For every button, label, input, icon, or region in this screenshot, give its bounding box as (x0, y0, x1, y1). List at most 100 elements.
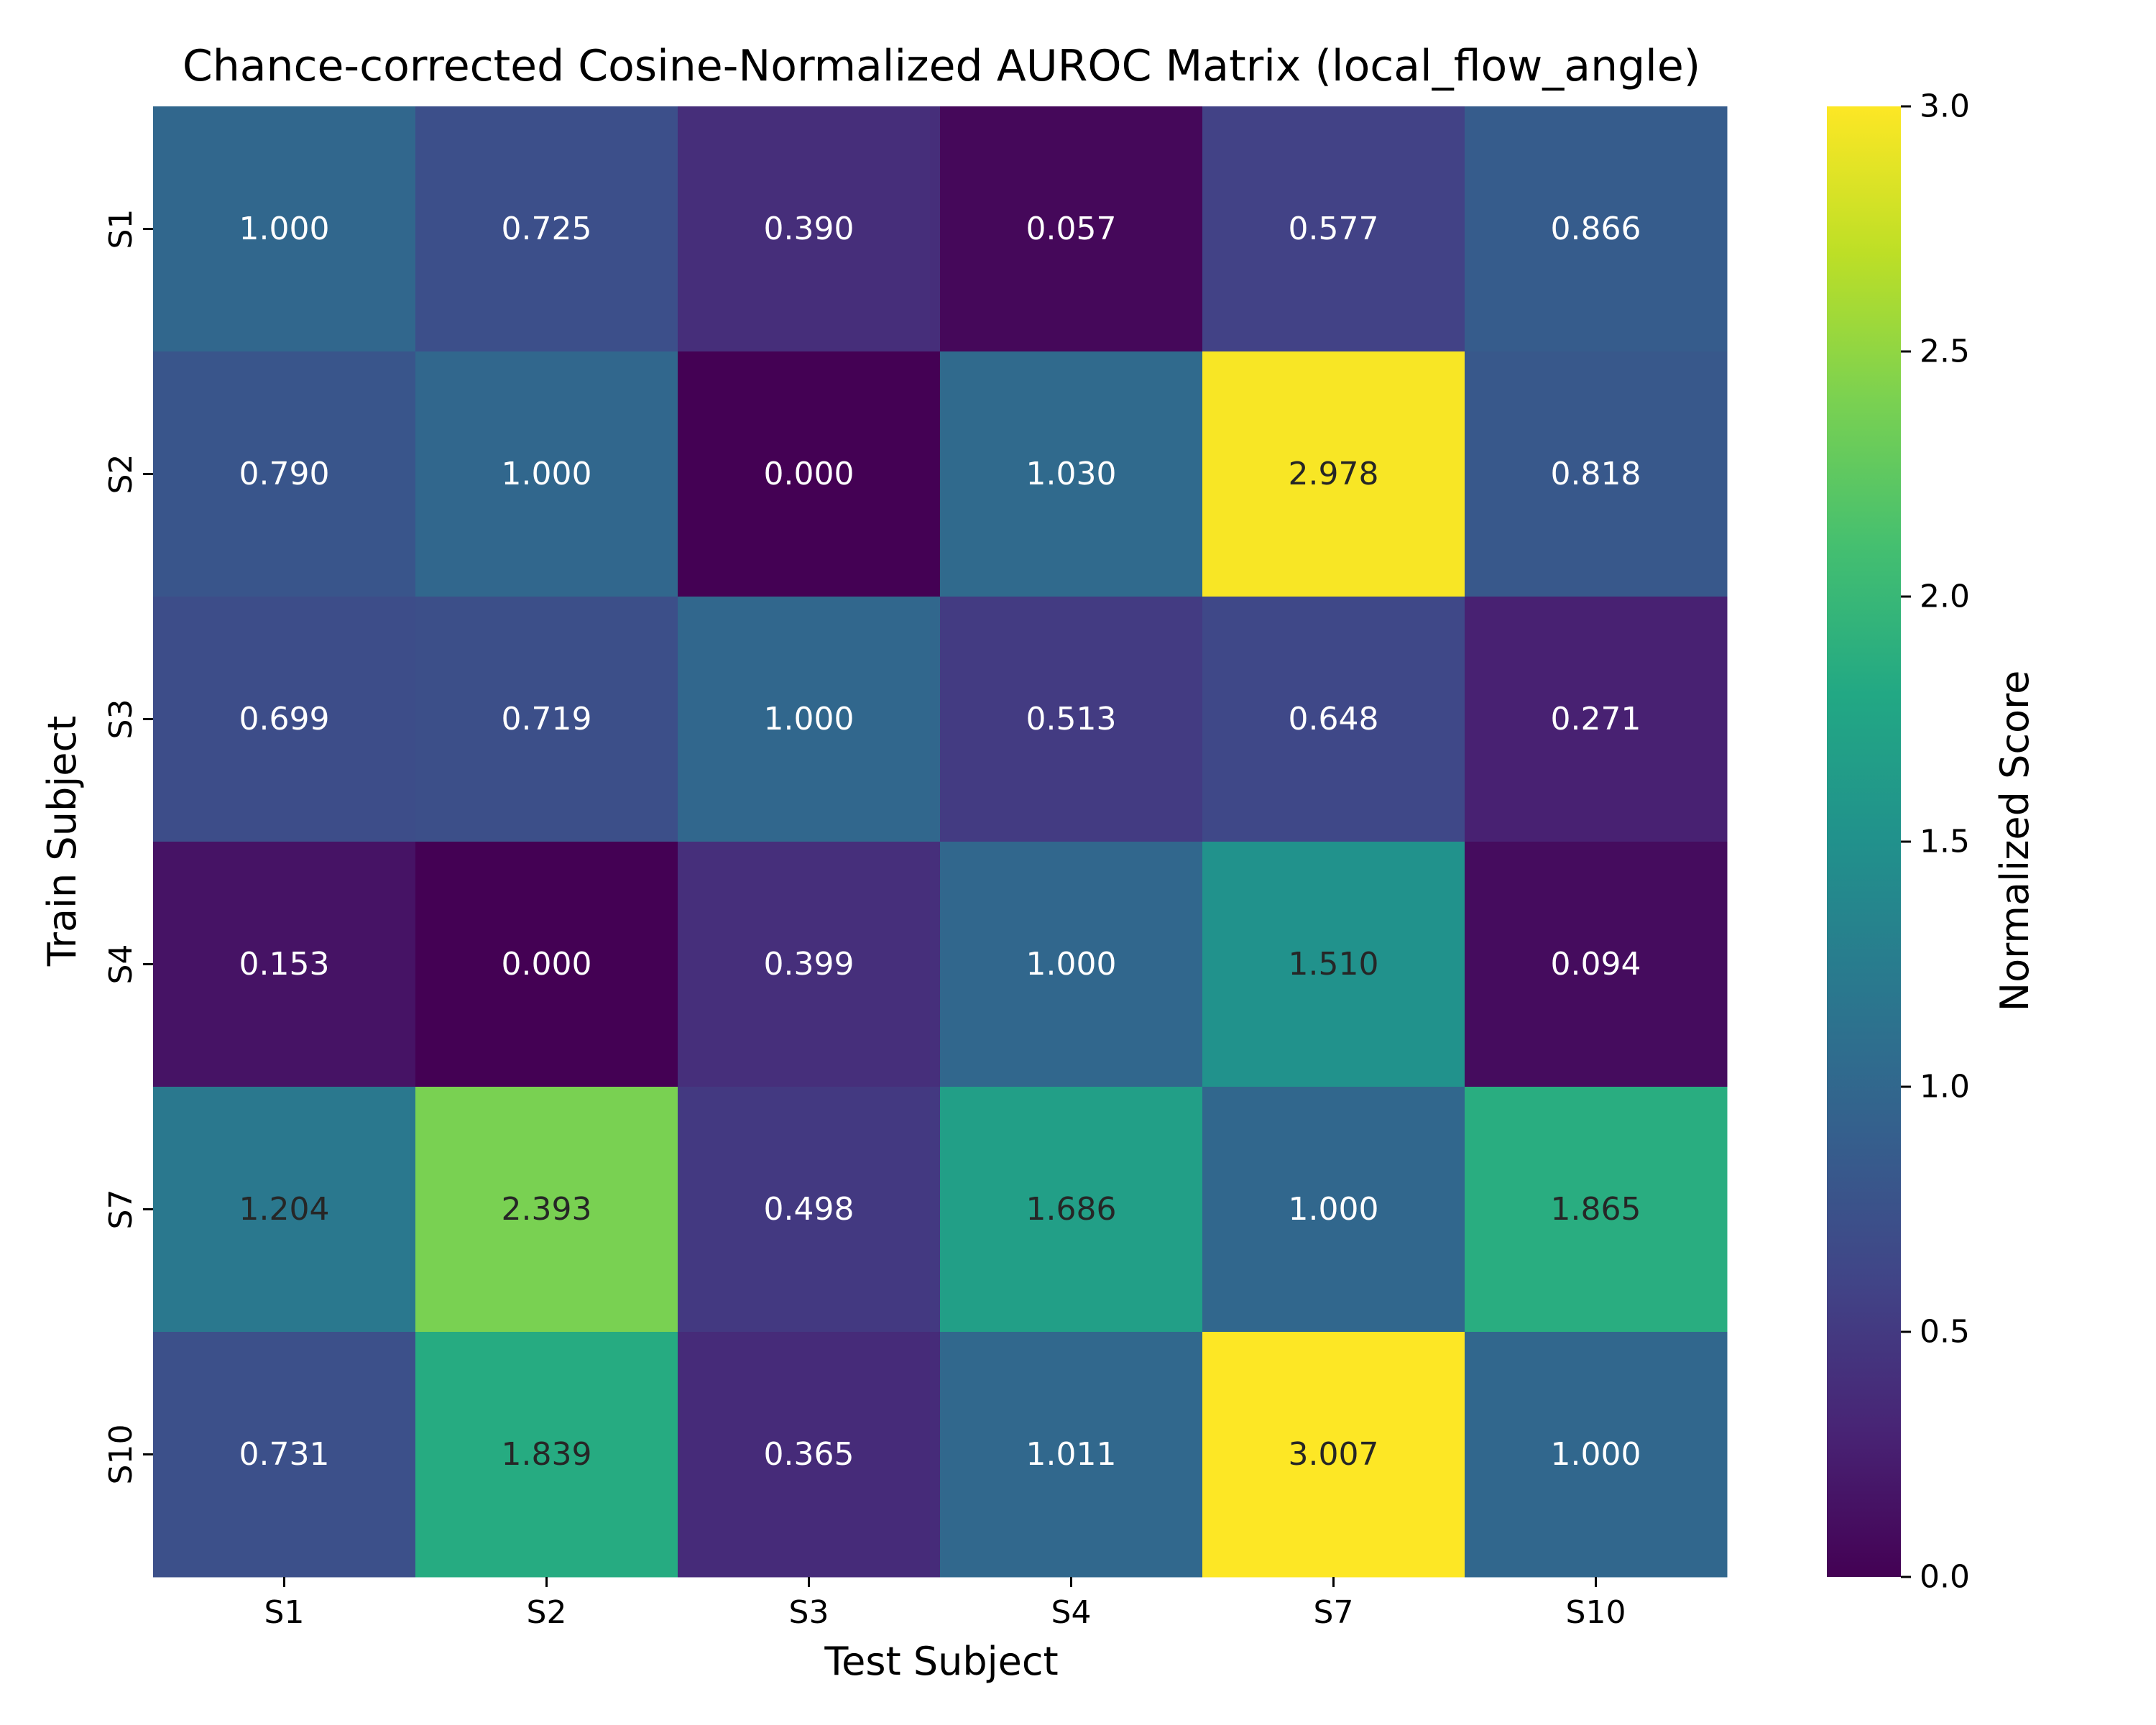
x-tick-label: S10 (1566, 1594, 1626, 1631)
cell-value-label: 1.510 (1289, 946, 1379, 983)
cell-value-label: 0.648 (1289, 701, 1379, 737)
cell-value-label: 0.699 (239, 701, 330, 737)
heatmap-cell (1202, 842, 1465, 1087)
heatmap-cell (1465, 106, 1728, 352)
heatmap-cell (153, 1087, 416, 1333)
cell-value-label: 0.271 (1551, 701, 1641, 737)
heatmap-cells: 1.000 0.725 0.390 0.057 0.577 0.866 0.790 1.000… (153, 106, 1728, 1578)
cell-value-label: 0.577 (1289, 211, 1379, 247)
colorbar-tick-label: 2.5 (1920, 334, 1970, 370)
y-tick-label: S7 (103, 1190, 139, 1230)
heatmap-cell (940, 106, 1203, 352)
colorbar-tick-label: 0.5 (1920, 1314, 1970, 1351)
heatmap-cell (940, 1087, 1203, 1333)
cell-value-label: 0.731 (239, 1436, 330, 1473)
cell-value-label: 0.153 (239, 946, 330, 983)
heatmap-cell (153, 597, 416, 842)
heatmap-cell (415, 106, 678, 352)
cell-value-label: 1.839 (502, 1436, 592, 1473)
heatmap-cell (1465, 1332, 1728, 1578)
cell-value-label: 0.719 (502, 701, 592, 737)
heatmap-cell (678, 106, 941, 352)
heatmap-cell (415, 1332, 678, 1578)
cell-value-label: 0.365 (764, 1436, 854, 1473)
cell-value-label: 1.686 (1026, 1191, 1117, 1228)
cell-value-label: 0.513 (1026, 701, 1117, 737)
heatmap-cell (415, 597, 678, 842)
cell-value-label: 0.000 (502, 946, 592, 983)
cell-value-label: 1.030 (1026, 456, 1117, 492)
cell-value-label: 1.204 (239, 1191, 330, 1228)
cell-value-label: 2.393 (502, 1191, 592, 1228)
cell-value-label: 0.725 (502, 211, 592, 247)
colorbar: 0.0 0.5 1.0 1.5 2.0 2.5 3.0 (1827, 88, 1970, 1596)
cell-value-label: 1.000 (1289, 1191, 1379, 1228)
heatmap-cell (153, 106, 416, 352)
colorbar-tick-label: 2.0 (1920, 579, 1970, 615)
cell-value-label: 1.000 (764, 701, 854, 737)
cell-value-label: 0.390 (764, 211, 854, 247)
y-tick-label: S10 (103, 1425, 139, 1485)
y-axis-label: Train Subject (40, 716, 85, 967)
cell-value-label: 1.865 (1551, 1191, 1641, 1228)
heatmap-cell (1202, 106, 1465, 352)
x-tick-label: S2 (527, 1594, 567, 1631)
heatmap-cell (940, 351, 1203, 597)
cell-value-label: 1.000 (239, 211, 330, 247)
heatmap-cell (415, 842, 678, 1087)
heatmap-cell (415, 1087, 678, 1333)
colorbar-tick-label: 0.0 (1920, 1559, 1970, 1596)
chart-title: Chance-corrected Cosine-Normalized AUROC… (183, 41, 1700, 91)
x-axis: S1 S2 S3 S4 S7 S10 (264, 1577, 1626, 1631)
x-axis-label: Test Subject (824, 1639, 1058, 1684)
heatmap-cell (1465, 351, 1728, 597)
y-tick-label: S4 (103, 944, 139, 985)
cell-value-label: 2.978 (1289, 456, 1379, 492)
cell-value-label: 1.000 (502, 456, 592, 492)
heatmap-cell (1202, 1332, 1465, 1578)
y-tick-label: S3 (103, 699, 139, 740)
heatmap-cell (940, 842, 1203, 1087)
heatmap-cell (678, 351, 941, 597)
cell-value-label: 0.094 (1551, 946, 1641, 983)
cell-value-label: 0.498 (764, 1191, 854, 1228)
x-tick-label: S1 (264, 1594, 305, 1631)
heatmap-cell (678, 597, 941, 842)
heatmap-cell (1465, 842, 1728, 1087)
heatmap-cell (940, 597, 1203, 842)
heatmap-cell (1202, 597, 1465, 842)
cell-value-label: 0.818 (1551, 456, 1641, 492)
cell-value-label: 0.000 (764, 456, 854, 492)
cell-value-label: 0.399 (764, 946, 854, 983)
heatmap-cell (678, 1087, 941, 1333)
heatmap-cell (153, 842, 416, 1087)
heatmap-cell (1465, 597, 1728, 842)
colorbar-tick-label: 3.0 (1920, 88, 1970, 125)
colorbar-tick-label: 1.5 (1920, 824, 1970, 860)
cell-value-label: 0.866 (1551, 211, 1641, 247)
heatmap-cell (678, 842, 941, 1087)
x-tick-label: S7 (1314, 1594, 1354, 1631)
heatmap-cell (415, 351, 678, 597)
cell-value-label: 1.000 (1551, 1436, 1641, 1473)
cell-value-label: 1.011 (1026, 1436, 1117, 1473)
heatmap-cell (678, 1332, 941, 1578)
colorbar-gradient (1827, 106, 1901, 1577)
cell-value-label: 0.790 (239, 456, 330, 492)
cell-value-label: 1.000 (1026, 946, 1117, 983)
cell-value-label: 0.057 (1026, 211, 1117, 247)
y-axis: S1 S2 S3 S4 S7 S10 (103, 209, 153, 1485)
cell-value-label: 3.007 (1289, 1436, 1379, 1473)
heatmap-cell (940, 1332, 1203, 1578)
heatmap-cell (153, 1332, 416, 1578)
heatmap-cell (1465, 1087, 1728, 1333)
y-tick-label: S1 (103, 209, 139, 249)
colorbar-tick-label: 1.0 (1920, 1069, 1970, 1105)
x-tick-label: S4 (1051, 1594, 1092, 1631)
y-tick-label: S2 (103, 454, 139, 494)
heatmap-cell (1202, 351, 1465, 597)
x-tick-label: S3 (789, 1594, 829, 1631)
colorbar-label: Normalized Score (1992, 671, 2037, 1012)
